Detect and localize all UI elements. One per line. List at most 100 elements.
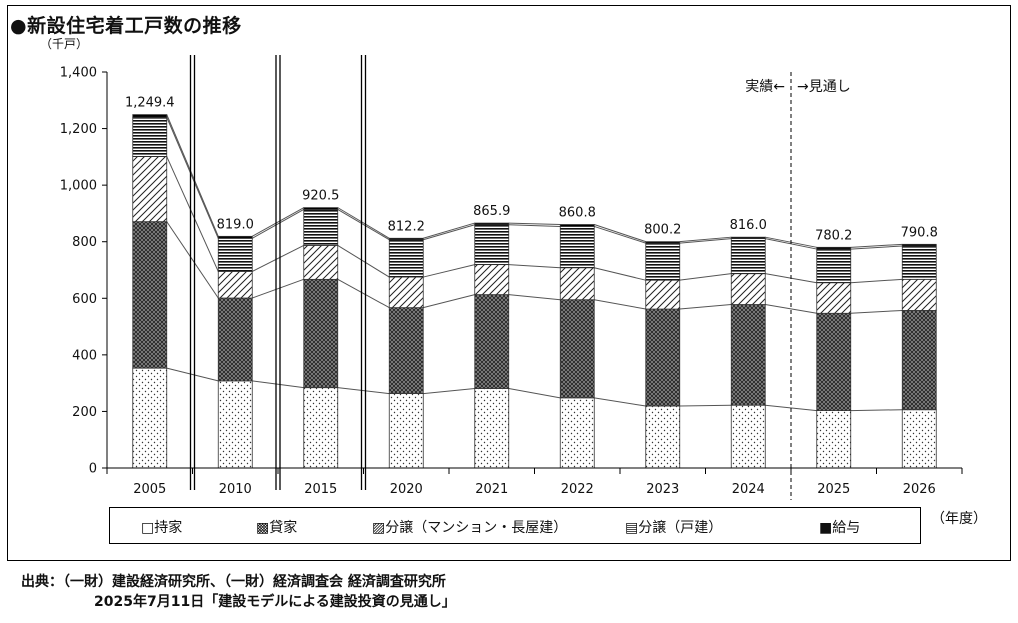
bar-segment-crosshatch [388,307,424,395]
series-connector [679,404,732,407]
y-tick-label: 1,000 [60,179,97,194]
total-data-label: 812.2 [388,219,425,234]
y-tick-label: 600 [72,292,97,307]
source-line-2: 2025年7月11日「建設モデルによる建設投資の見通し」 [94,594,456,610]
series-connector [765,404,817,412]
bar-segment-hlines [474,224,510,266]
bar-segment-hlines [816,248,852,284]
bar-segment-hlines [217,237,253,272]
series-connector [337,387,390,395]
series-connector [508,388,561,399]
forecast-label: →見通し [797,79,851,95]
series-connector [508,224,561,227]
bar-segment-dots [217,380,253,469]
series-connector [166,114,219,237]
x-tick-label: 2022 [561,482,594,497]
legend-item-rental: ▩貸家 [256,517,297,537]
x-tick-label: 2005 [133,482,166,497]
series-connector [508,222,561,226]
series-connector [423,222,475,239]
total-data-label: 920.5 [302,189,339,204]
bar-segment-crosshatch [303,278,339,389]
legend-label-condo: ▨分譲（マンション・長屋建） [372,520,568,536]
bar-segment-solid [645,241,681,244]
x-tick-label: 2020 [390,482,423,497]
legend-item-employee: ■給与 [819,517,860,537]
y-tick-label: 0 [89,462,97,477]
series-connector [679,304,732,310]
bar-segment-crosshatch [816,312,852,411]
legend: □持家 ▩貸家 ▨分譲（マンション・長屋建） ▤分譲（戸建） ■給与 [109,507,921,544]
y-unit-label: （千戸） [40,37,89,51]
bar-segment-diag [816,282,852,314]
bar-segment-hlines [730,238,766,275]
x-tick-label: 2015 [304,482,337,497]
series-connector [252,209,304,239]
y-tick-label: 1,400 [60,66,97,81]
bar-segment-solid [730,236,766,240]
series-connector [337,209,390,241]
legend-item-detached: ▤分譲（戸建） [625,517,722,537]
bar-segment-dots [303,387,339,469]
bar-segment-diag [474,264,510,296]
series-connector [850,243,903,248]
series-connector [423,224,475,241]
series-connector [850,278,903,284]
total-data-label: 790.8 [901,225,938,240]
chart-title: ●新設住宅着工戸数の推移 [10,15,242,37]
bar-segment-solid [816,246,852,250]
bar-segment-crosshatch [474,294,510,389]
series-connector [594,224,646,243]
bar-segment-hlines [303,209,339,246]
bar-segment-dots [132,367,168,469]
series-connector [508,264,561,269]
bar-segment-solid [217,235,253,239]
bar-segment-crosshatch [132,221,168,369]
bar-segment-hlines [388,239,424,278]
bar-segment-crosshatch [901,310,937,411]
series-connector [166,221,219,299]
series-connector [508,294,561,301]
bar-segment-diag [730,273,766,305]
bar-segment-crosshatch [730,304,766,406]
legend-label-employee: ■給与 [819,520,861,536]
bar-segment-hlines [645,242,681,281]
y-tick-label: 400 [72,348,97,363]
legend-label-rental: ▩貸家 [256,520,298,536]
total-data-label: 816.0 [730,218,767,233]
x-tick-label: 2025 [817,482,850,497]
bar-segment-diag [303,244,339,280]
bar-segment-dots [388,393,424,469]
series-connector [337,278,390,309]
series-connector [594,267,646,281]
bar-segment-hlines [901,245,937,280]
bar-segment-dots [559,397,595,469]
legend-label-owner: □持家 [141,520,183,536]
legend-item-owner: □持家 [141,517,182,537]
series-connector [679,238,732,244]
bar-segment-crosshatch [217,297,253,382]
x-tick-label: 2021 [475,482,508,497]
bar-segment-solid [559,224,595,227]
total-data-label: 780.2 [815,228,852,243]
series-connector [850,409,903,412]
total-data-label: 1,249.4 [125,96,175,111]
series-connector [594,299,646,310]
bar-segment-crosshatch [559,299,595,399]
bar-segment-diag [901,278,937,311]
series-connector [252,244,304,272]
y-tick-label: 1,200 [60,122,97,137]
x-tick-label: 2023 [646,482,679,497]
series-connector [765,304,817,314]
series-connector [594,397,646,407]
total-data-label: 819.0 [217,217,254,232]
bar-segment-solid [474,222,510,226]
bar-segment-diag [388,276,424,309]
series-connector [423,388,475,395]
bar-segment-solid [132,114,168,118]
series-connector [337,244,390,278]
chart-frame [7,5,1011,561]
actual-label: 実績← [745,79,785,95]
source-line-1: 出典：（一財）建設経済研究所、（一財）経済調査会 経済調査研究所 [21,574,446,590]
